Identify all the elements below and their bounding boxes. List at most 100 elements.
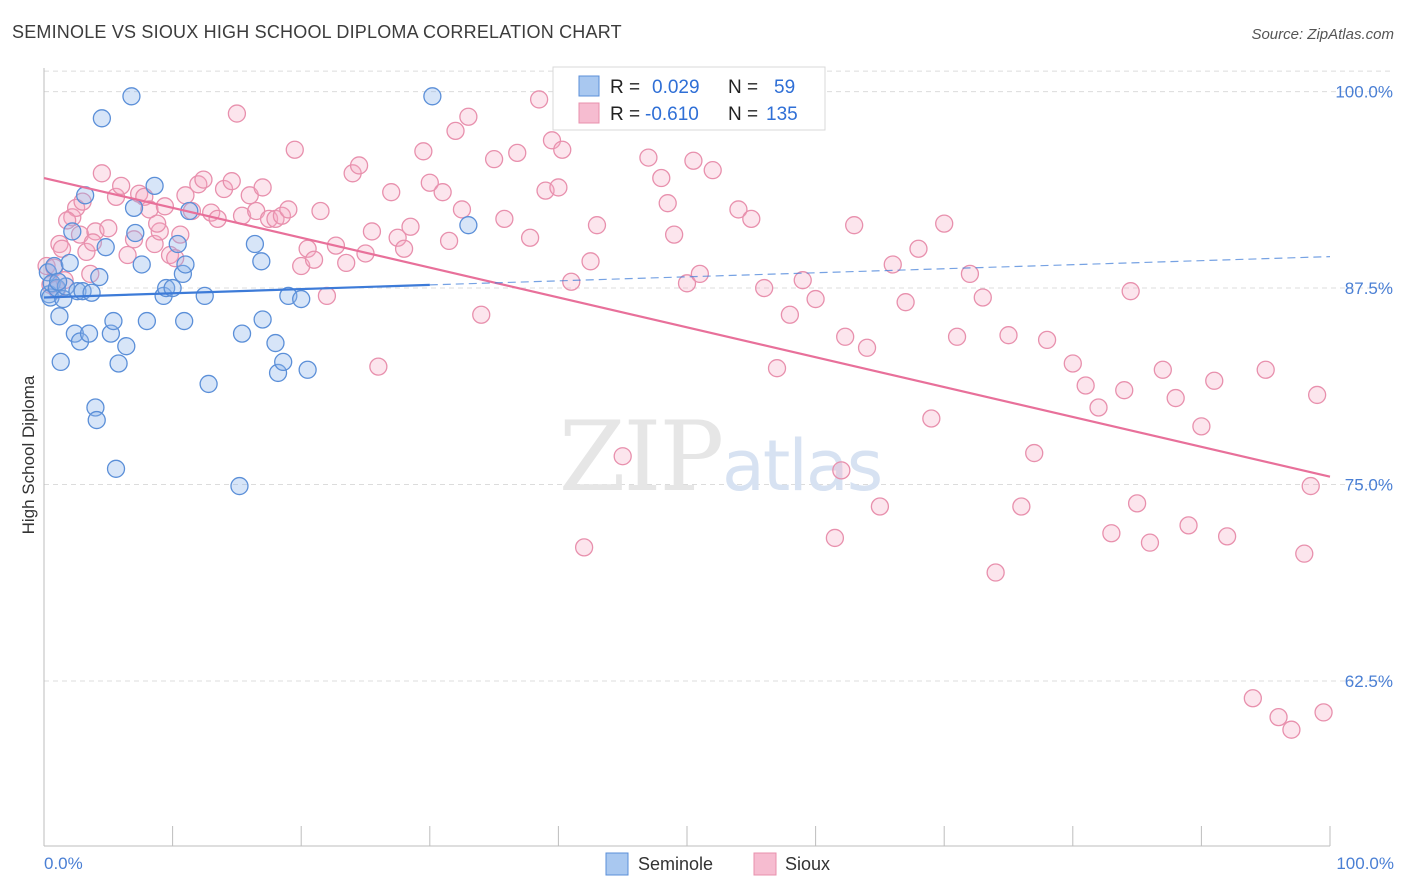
sioux-point [222, 172, 241, 191]
x-axis-ticks [43, 826, 1331, 846]
y-axis-label: High School Diploma [19, 375, 38, 534]
sioux-point [870, 497, 890, 516]
sioux-point [420, 173, 439, 192]
sioux-point [63, 208, 82, 227]
seminole-point [292, 289, 311, 309]
sioux-point [1243, 689, 1262, 708]
seminole-point [60, 253, 79, 273]
x-tick-label-min: 0.0% [44, 854, 83, 873]
seminole-n-label: N = [728, 77, 758, 98]
sioux-legend-swatch [578, 102, 600, 124]
sioux-point [806, 289, 825, 309]
seminole-point [51, 352, 70, 372]
sioux-point [285, 140, 304, 159]
sioux-point [652, 168, 671, 188]
sioux-point [253, 178, 272, 197]
sioux-point [388, 228, 407, 247]
sioux-point [1205, 371, 1224, 390]
sioux-point [1295, 544, 1314, 563]
y-tick-label: 75.0% [1345, 476, 1393, 495]
sioux-point [703, 161, 722, 180]
seminole-point [50, 307, 69, 326]
seminole-point [168, 234, 187, 254]
sioux-point [1102, 524, 1121, 543]
sioux-point [690, 264, 710, 284]
sioux-point [639, 148, 658, 167]
sioux-point [767, 359, 787, 378]
seminole-point [195, 286, 214, 306]
sioux-point [1063, 354, 1082, 373]
sioux-point [112, 176, 131, 196]
y-tick-label: 62.5% [1345, 672, 1393, 691]
correlation-legend: R = 0.029 N = 59 R = -0.610 N = 135 [552, 66, 826, 131]
sioux-point [52, 239, 72, 258]
sioux-point [986, 563, 1005, 582]
seminole-point [274, 352, 293, 372]
sioux-point [1140, 533, 1160, 552]
y-axis-tick-labels: 62.5% 75.0% 87.5% 100.0% [1335, 83, 1393, 691]
sioux-point [124, 230, 144, 249]
sioux-point [227, 104, 247, 123]
seminole-point [230, 476, 249, 496]
seminole-point [104, 311, 123, 331]
sioux-point [553, 140, 572, 159]
seminole-point [96, 238, 115, 257]
sioux-point [935, 214, 954, 233]
sioux-point [446, 121, 465, 141]
sioux-point [484, 150, 504, 169]
sioux-point [896, 293, 915, 312]
sioux-point [857, 338, 877, 357]
sioux-point [960, 264, 980, 284]
sioux-point [495, 209, 514, 229]
sioux-point [508, 143, 527, 163]
sioux-point [140, 200, 159, 219]
seminole-point [92, 109, 112, 128]
sioux-point [394, 239, 414, 258]
sioux-point [999, 326, 1018, 345]
sioux-trend-line [43, 176, 1331, 478]
seminole-point [266, 333, 285, 353]
sioux-point [362, 222, 382, 241]
sioux-point [130, 184, 149, 203]
sioux-point [1089, 398, 1108, 417]
seminole-point [45, 256, 64, 276]
seminole-point [199, 374, 218, 394]
sioux-point [337, 253, 356, 273]
seminole-point [79, 324, 99, 343]
sioux-point [574, 538, 594, 557]
seminole-point [87, 410, 106, 430]
sioux-point [1153, 360, 1172, 379]
sioux-point [845, 216, 864, 235]
seminole-swatch [605, 852, 629, 876]
sioux-point [1269, 707, 1288, 727]
seminole-point [82, 283, 101, 302]
sioux-point [658, 194, 677, 213]
sioux-point [825, 528, 845, 548]
sioux-point [742, 209, 761, 229]
seminole-point [109, 354, 128, 373]
seminole-point [175, 311, 194, 331]
sioux-point [677, 274, 697, 293]
sioux-point [452, 200, 472, 219]
sioux-point [349, 156, 369, 175]
sioux-point [664, 225, 684, 244]
sioux-point [1307, 385, 1327, 405]
sioux-point [77, 242, 96, 262]
sioux-point [832, 461, 851, 480]
sioux-point [947, 327, 967, 346]
sioux-point [1076, 376, 1095, 395]
sioux-point [148, 214, 167, 233]
sioux-point [1192, 417, 1211, 436]
sioux-point [581, 252, 600, 271]
seminole-point [268, 363, 288, 383]
seminole-point [232, 324, 252, 343]
seminole-point [423, 87, 442, 106]
seminole-points [38, 87, 478, 496]
seminole-point [106, 459, 126, 478]
sioux-point [793, 271, 812, 290]
sioux-point [1217, 527, 1237, 546]
sioux-point [1301, 476, 1320, 496]
seminole-point [48, 272, 68, 291]
sioux-point [1037, 330, 1057, 350]
